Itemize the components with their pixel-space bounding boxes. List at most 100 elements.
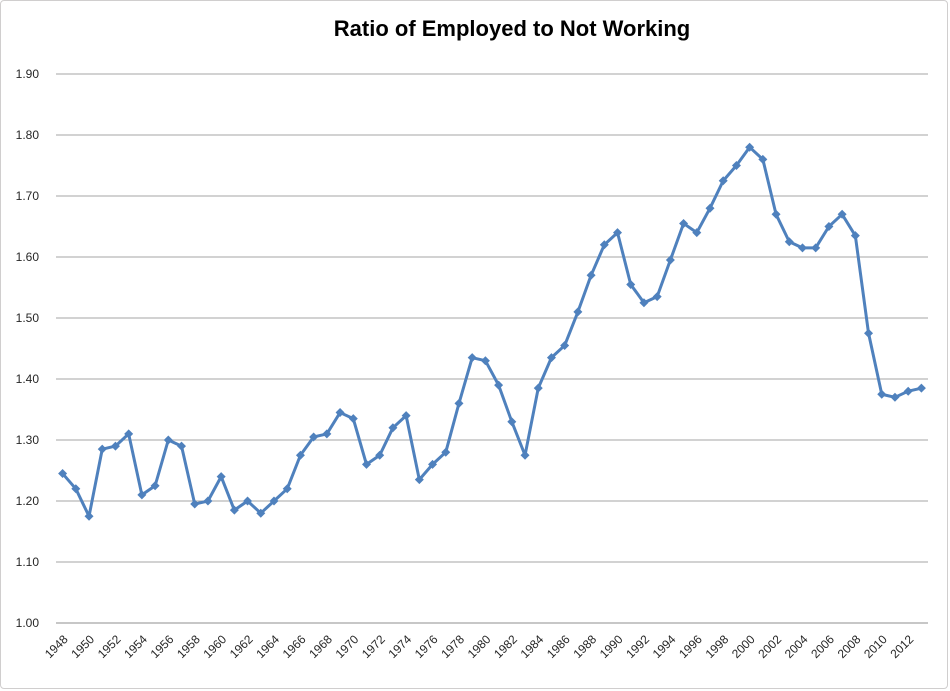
data-point-marker (824, 222, 834, 231)
data-point-marker (837, 209, 847, 219)
data-point-marker (229, 505, 239, 515)
x-tick-label: 1960 (200, 632, 229, 661)
data-point-marker (58, 469, 68, 479)
data-point-marker (560, 340, 570, 350)
x-tick-label: 1980 (465, 632, 494, 661)
data-point-marker (203, 496, 213, 506)
y-tick-label: 1.70 (16, 189, 40, 203)
data-point-marker (652, 292, 662, 302)
y-tick-label: 1.50 (16, 311, 40, 325)
data-point-marker (361, 459, 371, 469)
data-point-marker (586, 270, 596, 280)
x-tick-label: 1950 (68, 632, 97, 661)
y-tick-label: 1.90 (16, 67, 40, 81)
x-tick-label: 1962 (227, 632, 256, 661)
data-point-marker (745, 142, 755, 152)
data-point-marker (348, 414, 358, 424)
x-tick-label: 1966 (280, 632, 309, 661)
data-point-marker (137, 490, 147, 500)
data-point-marker (613, 228, 623, 238)
data-point-marker (797, 243, 807, 253)
y-tick-label: 1.60 (16, 250, 40, 264)
data-point-marker (428, 459, 438, 469)
data-point-marker (784, 237, 794, 247)
data-point-marker (454, 398, 464, 408)
data-point-marker (322, 429, 332, 439)
x-tick-label: 2012 (888, 632, 917, 661)
data-point-marker (877, 389, 887, 399)
x-tick-label: 1984 (518, 632, 547, 661)
data-point-marker (441, 447, 451, 457)
data-point-marker (758, 154, 768, 164)
data-point-marker (718, 176, 728, 186)
data-point-marker (494, 380, 504, 390)
data-point-marker (110, 441, 120, 451)
x-tick-label: 2000 (729, 632, 758, 661)
x-tick-label: 1968 (306, 632, 335, 661)
data-point-marker (546, 353, 556, 363)
x-tick-label: 1948 (42, 632, 71, 661)
data-point-marker (573, 307, 583, 317)
data-point-marker (639, 298, 649, 308)
x-tick-label: 1972 (359, 632, 388, 661)
data-point-marker (375, 450, 385, 460)
x-tick-label: 1990 (597, 632, 626, 661)
data-point-marker (309, 432, 319, 442)
x-tick-label: 1954 (121, 632, 150, 661)
data-point-marker (163, 435, 173, 445)
data-point-marker (282, 484, 292, 494)
x-tick-label: 2004 (782, 632, 811, 661)
y-tick-label: 1.00 (16, 616, 40, 630)
data-point-marker (665, 255, 675, 265)
x-tick-label: 1996 (676, 632, 705, 661)
data-point-marker (705, 203, 715, 213)
data-point-marker (679, 218, 689, 228)
chart-title: Ratio of Employed to Not Working (333, 16, 691, 41)
data-line (61, 145, 923, 518)
x-tick-label: 1964 (253, 632, 282, 661)
data-point-marker (507, 417, 517, 427)
x-tick-label: 1978 (438, 632, 467, 661)
data-point-marker (864, 328, 874, 338)
x-tick-label: 1982 (491, 632, 520, 661)
x-tick-label: 1986 (544, 632, 573, 661)
data-point-marker (414, 475, 424, 485)
y-tick-label: 1.40 (16, 372, 40, 386)
x-tick-label: 2010 (861, 632, 890, 661)
data-point-marker (269, 496, 279, 506)
data-point-marker (771, 209, 781, 219)
data-point-marker (177, 441, 187, 451)
y-tick-label: 1.20 (16, 494, 40, 508)
data-point-marker (916, 383, 926, 393)
x-tick-label: 1970 (333, 632, 362, 661)
data-point-marker (124, 429, 134, 439)
data-point-marker (84, 511, 94, 521)
x-tick-label: 1994 (650, 632, 679, 661)
data-point-marker (599, 240, 609, 250)
data-point-marker (401, 411, 411, 421)
data-point-marker (811, 243, 821, 253)
x-tick-label: 1998 (703, 632, 732, 661)
data-point-marker (295, 450, 305, 460)
data-point-marker (97, 444, 107, 454)
x-tick-label: 1958 (174, 632, 203, 661)
x-tick-label: 2006 (808, 632, 837, 661)
y-tick-label: 1.30 (16, 433, 40, 447)
data-point-marker (626, 279, 636, 289)
data-point-marker (190, 499, 200, 509)
data-point-marker (71, 484, 81, 494)
x-tick-label: 2008 (835, 632, 864, 661)
data-point-marker (850, 231, 860, 241)
x-tick-label: 1992 (623, 632, 652, 661)
y-tick-label: 1.80 (16, 128, 40, 142)
data-point-marker (388, 423, 398, 433)
data-point-marker (903, 386, 913, 396)
data-point-marker (335, 408, 345, 418)
data-point-marker (890, 392, 900, 402)
data-point-marker (520, 450, 530, 460)
data-point-marker (480, 356, 490, 366)
x-tick-label: 1988 (570, 632, 599, 661)
x-tick-label: 1974 (385, 632, 414, 661)
